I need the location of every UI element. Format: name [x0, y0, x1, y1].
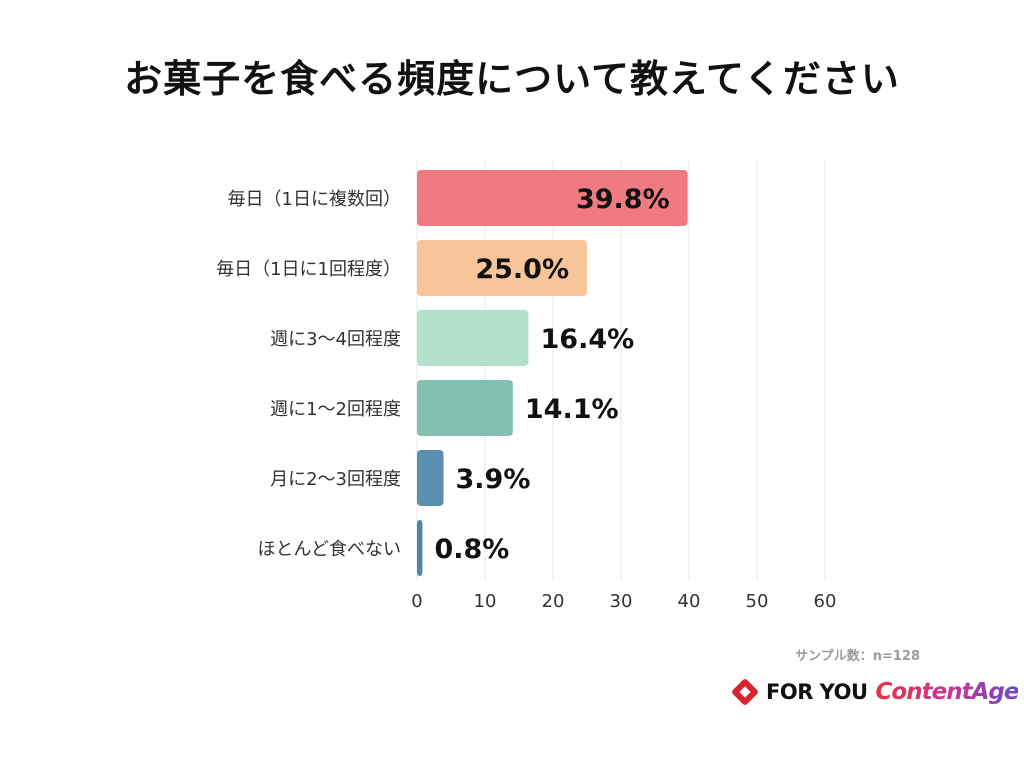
x-tick-label: 30 [610, 591, 633, 612]
data-label: 39.8% [576, 184, 670, 215]
bar [417, 450, 444, 506]
data-label: 16.4% [541, 324, 635, 355]
x-tick-label: 0 [411, 591, 422, 612]
x-tick-label: 10 [474, 591, 497, 612]
bar [417, 380, 513, 436]
category-label: ほとんど食べない [258, 539, 401, 560]
foryou-logo-text: FOR YOU [766, 680, 868, 704]
bar [417, 240, 587, 296]
category-label: 週に3〜4回程度 [270, 329, 401, 350]
bar-chart: 0 10 20 30 40 50 60 毎日（1日に複数回） 39.8% 毎日（1日に1回程度） 2… [216, 160, 836, 612]
category-label: 毎日（1日に複数回） [228, 189, 401, 210]
data-label: 25.0% [475, 254, 569, 285]
brand-logos: FOR YOU ContentAge [730, 674, 1020, 710]
labels: 0 10 20 30 40 50 60 毎日（1日に複数回） 39.8% 毎日（1日に1回程度） 2… [216, 184, 836, 612]
category-label: 毎日（1日に1回程度） [216, 259, 401, 280]
bar [417, 170, 688, 226]
data-label: 3.9% [456, 464, 531, 495]
x-tick-label: 60 [814, 591, 837, 612]
foryou-logo-icon [730, 677, 760, 707]
x-tick-label: 40 [678, 591, 701, 612]
contentage-logo-text: ContentAge [875, 679, 1020, 705]
x-tick-label: 50 [746, 591, 769, 612]
bars [417, 170, 688, 576]
x-tick-label: 20 [542, 591, 565, 612]
bar [417, 310, 529, 366]
gridlines [416, 160, 826, 580]
category-label: 月に2〜3回程度 [270, 469, 401, 490]
category-label: 週に1〜2回程度 [270, 399, 401, 420]
data-label: 14.1% [525, 394, 619, 425]
chart-title: お菓子を食べる頻度について教えてください [124, 57, 900, 101]
sample-size-note: サンプル数：n=128 [795, 649, 920, 664]
data-label: 0.8% [434, 534, 509, 565]
bar [417, 520, 423, 576]
